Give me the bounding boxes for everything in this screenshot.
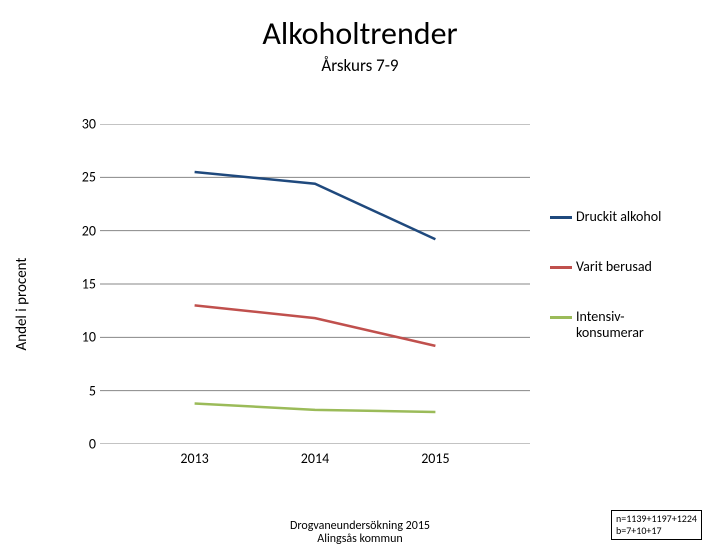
chart-area: Andel i procent Druckit alkoholVarit ber… xyxy=(40,124,680,484)
y-tick: 30 xyxy=(70,116,96,133)
legend-label: Intensiv-konsumerar xyxy=(576,309,644,341)
footer-line2: Alingsås kommun xyxy=(290,533,430,546)
legend-swatch xyxy=(550,266,572,269)
y-tick: 25 xyxy=(70,169,96,186)
legend-item: Intensiv-konsumerar xyxy=(550,309,680,341)
legend-swatch xyxy=(550,216,572,219)
x-tick: 2014 xyxy=(301,450,329,467)
sample-b: b=7+10+17 xyxy=(616,525,697,537)
legend: Druckit alkohol Varit berusad Intensiv-kon… xyxy=(550,209,680,375)
legend-item: Varit berusad xyxy=(550,259,680,275)
sample-size-box: n=1139+1197+1224 b=7+10+17 xyxy=(611,510,702,540)
y-tick: 0 xyxy=(70,436,96,453)
legend-item: Druckit alkohol xyxy=(550,209,680,225)
chart-subtitle: Årskurs 7-9 xyxy=(0,55,720,76)
footer-caption: Drogvaneundersökning 2015 Alingsås kommu… xyxy=(290,520,430,546)
chart-title: Alkoholtrender xyxy=(0,14,720,53)
y-axis-label: Andel i procent xyxy=(13,258,31,351)
plot-region xyxy=(100,124,530,444)
y-tick: 5 xyxy=(70,382,96,399)
x-tick: 2013 xyxy=(180,450,208,467)
legend-label: Druckit alkohol xyxy=(576,209,661,225)
y-tick: 15 xyxy=(70,276,96,293)
x-tick: 2015 xyxy=(421,450,449,467)
y-tick: 10 xyxy=(70,329,96,346)
legend-swatch xyxy=(550,316,572,319)
y-tick: 20 xyxy=(70,222,96,239)
legend-label: Varit berusad xyxy=(576,259,652,275)
